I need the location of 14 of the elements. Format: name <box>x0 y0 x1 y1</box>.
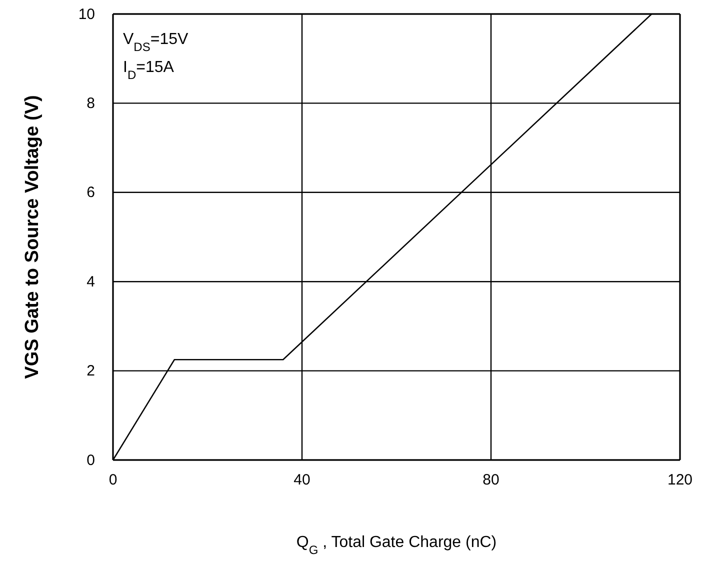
annotation: I$_{D}$=15A <box>123 59 174 82</box>
y-tick-label: 8 <box>86 95 95 112</box>
x-tick-label: 40 <box>294 472 310 489</box>
y-tick-label: 0 <box>86 452 95 469</box>
annotation: V$_{DS}$=15V <box>123 31 188 54</box>
y-tick-label: 6 <box>86 184 95 202</box>
y-axis-title: VGS Gate to Source Voltage (V) <box>22 95 43 379</box>
y-tick-label: 10 <box>78 6 95 23</box>
y-tick-label: 2 <box>86 362 95 380</box>
x-tick-label: 80 <box>482 472 500 489</box>
x-axis-title: Q$_{G}$ , Total Gate Charge (nC) <box>296 534 497 557</box>
y-tick-label: 4 <box>86 273 95 290</box>
x-tick-label: 120 <box>667 472 693 489</box>
x-tick-label: 0 <box>108 472 118 489</box>
